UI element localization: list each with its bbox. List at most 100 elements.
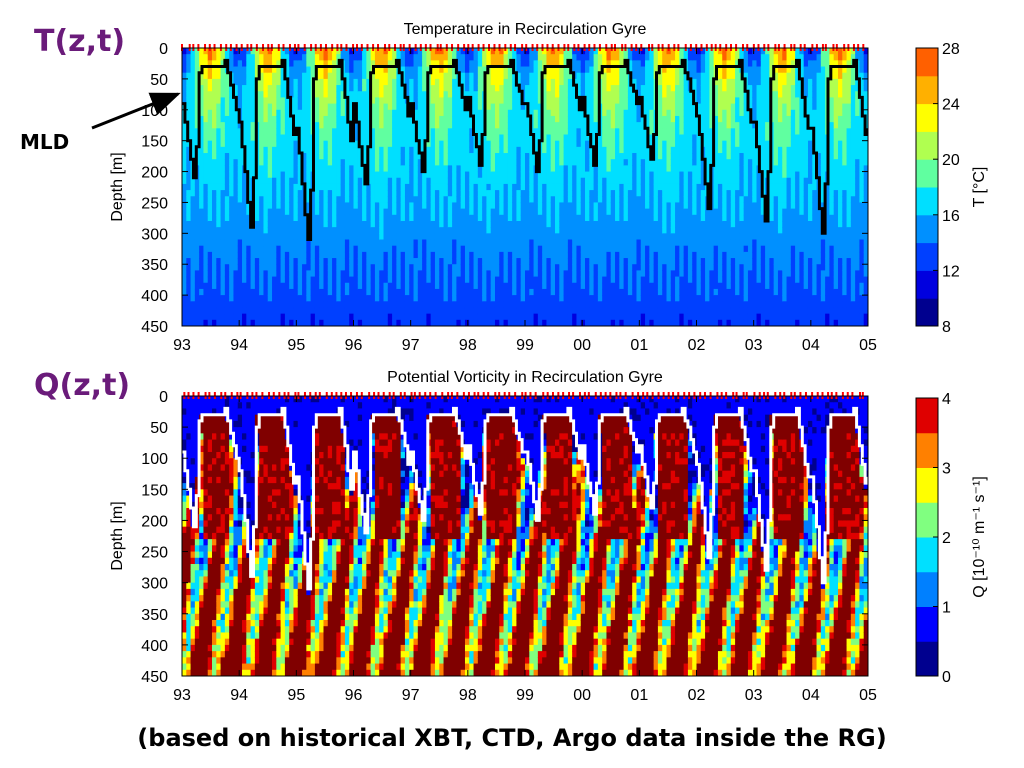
field-cell [529,177,535,185]
field-cell [525,307,530,315]
field-cell [482,208,488,216]
field-cell [494,233,500,241]
field-cell [555,134,560,142]
field-cell [259,183,265,191]
field-cell [413,159,419,166]
field-cell [546,140,552,148]
field-cell [572,245,578,253]
field-cell [203,153,209,160]
field-cell [374,109,380,117]
field-cell [203,313,209,321]
field-cell [623,66,629,74]
field-cell [426,208,432,216]
field-cell [302,307,307,315]
field-cell [627,60,633,68]
field-cell [525,60,530,68]
field-cell [567,85,573,92]
field-cell [443,233,449,241]
field-cell [272,245,277,253]
field-cell [314,220,320,228]
field-cell [353,177,359,185]
field-cell [199,264,205,271]
field-cell [430,78,436,86]
field-cell [319,54,325,61]
field-cell [284,190,290,197]
field-cell [259,196,265,204]
field-cell [520,233,526,241]
field-cell [503,295,509,302]
field-cell [374,319,380,326]
field-cell [546,196,552,204]
field-cell [494,78,500,86]
field-cell [297,171,303,179]
field-cell [452,301,457,309]
field-cell [649,190,655,197]
field-cell [546,295,552,302]
field-cell [452,48,457,55]
field-cell [512,159,518,166]
field-cell [370,288,376,296]
field-cell [494,122,500,129]
field-cell [477,319,483,326]
field-cell [297,190,303,197]
field-cell [327,66,333,74]
field-cell [482,60,488,68]
field-cell [349,313,355,321]
field-cell [254,245,260,253]
field-cell [314,115,320,123]
field-cell [559,233,565,241]
field-cell [383,282,389,290]
field-cell [254,190,260,197]
field-cell [216,60,222,68]
field-cell [563,313,569,321]
field-cell [636,78,642,86]
field-cell [336,115,342,123]
field-cell [615,171,620,179]
field-cell [280,122,286,129]
field-cell [216,115,222,123]
field-cell [263,109,269,117]
field-cell [293,288,299,296]
field-cell [507,159,513,166]
field-cell [396,214,402,222]
field-cell [379,165,385,173]
field-cell [203,171,209,179]
field-cell [572,208,578,216]
field-cell [229,245,235,253]
field-cell [387,171,393,179]
field-cell [533,313,539,321]
field-cell [430,72,436,80]
field-cell [422,109,427,117]
field-cell [302,214,307,222]
field-cell [512,270,518,278]
field-cell [194,227,200,234]
field-cell [434,97,440,105]
field-cell [319,159,325,166]
field-cell [546,66,552,74]
field-cell [302,227,307,234]
field-cell [559,134,565,142]
field-cell [550,295,556,302]
field-cell [293,220,299,228]
field-cell [182,165,187,173]
field-cell [645,276,650,284]
field-cell [499,177,505,185]
field-cell [636,171,642,179]
field-cell [439,159,445,166]
field-cell [452,78,457,86]
field-cell [194,214,200,222]
field-cell [387,196,393,204]
field-cell [276,122,282,129]
field-cell [576,301,582,309]
field-cell [507,288,513,296]
field-cell [632,115,638,123]
field-cell [580,134,586,142]
field-cell [242,301,247,309]
field-cell [597,258,603,265]
field-cell [434,301,440,309]
field-cell [404,307,410,315]
field-cell [332,190,337,197]
field-cell [246,233,252,241]
field-cell [443,66,449,74]
field-cell [615,239,620,247]
